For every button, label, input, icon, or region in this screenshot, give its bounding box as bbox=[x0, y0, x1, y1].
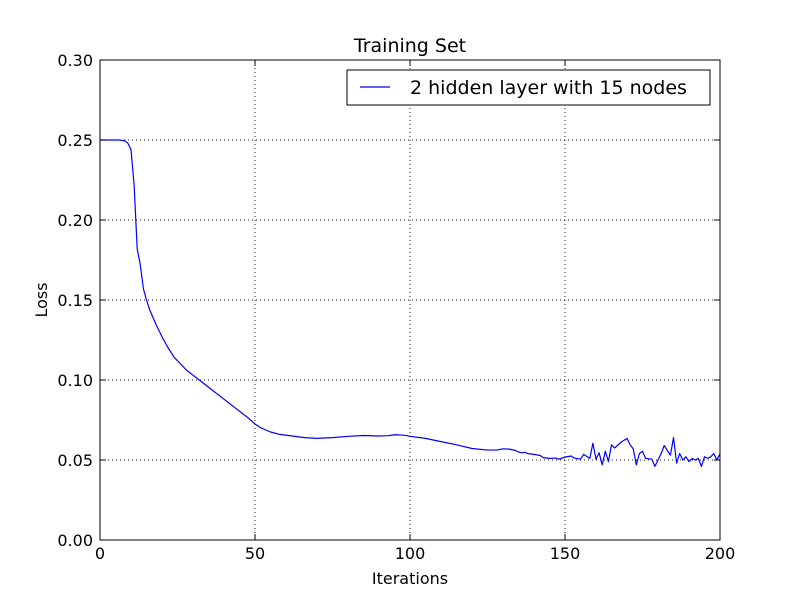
grid bbox=[100, 60, 720, 540]
x-tick-label: 0 bbox=[95, 544, 105, 563]
x-tick-label: 200 bbox=[705, 544, 736, 563]
y-axis-label: Loss bbox=[32, 282, 51, 317]
x-tick-label: 100 bbox=[395, 544, 426, 563]
legend: 2 hidden layer with 15 nodes bbox=[346, 69, 711, 106]
y-tick-label: 0.25 bbox=[57, 131, 93, 150]
y-tick-label: 0.10 bbox=[57, 371, 93, 390]
x-tick-label: 150 bbox=[550, 544, 581, 563]
y-tick-label: 0.05 bbox=[57, 451, 93, 470]
series-line bbox=[100, 139, 721, 467]
y-tick-label: 0.00 bbox=[57, 531, 93, 550]
legend-box bbox=[346, 69, 711, 106]
x-axis-label: Iterations bbox=[372, 569, 448, 588]
y-tick-label: 0.30 bbox=[57, 51, 93, 70]
y-tick-label: 0.15 bbox=[57, 291, 93, 310]
y-tick-label: 0.20 bbox=[57, 211, 93, 230]
legend-entry: 2 hidden layer with 15 nodes bbox=[410, 77, 687, 99]
x-tick-label: 50 bbox=[245, 544, 265, 563]
series-layer bbox=[100, 139, 721, 467]
axis-ticks: 0 50 100 150 200 0.00 0.05 0.10 0.15 0.20 0.25 0.30 bbox=[57, 51, 735, 563]
chart-title: Training Set bbox=[353, 35, 466, 57]
